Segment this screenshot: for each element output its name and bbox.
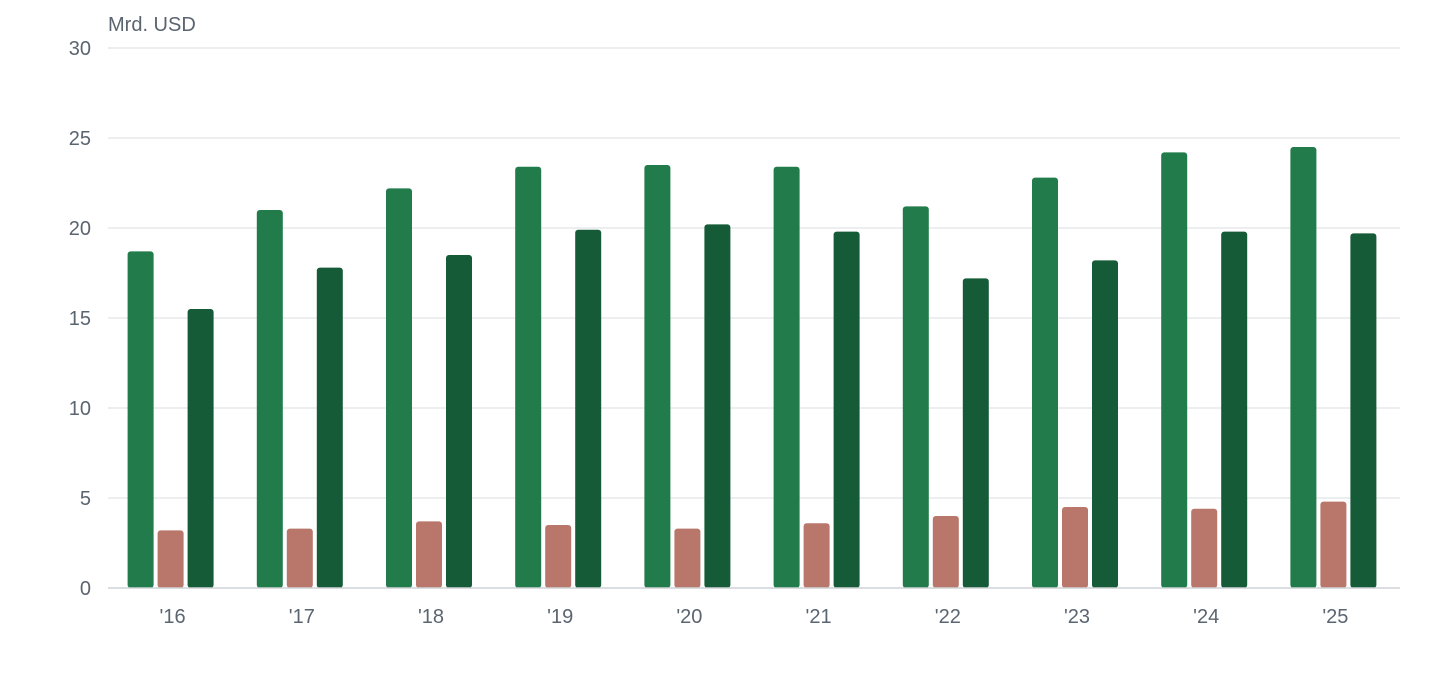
x-tick-label: '19 — [547, 606, 573, 628]
x-tick-label: '18 — [418, 606, 444, 628]
bar — [803, 523, 830, 588]
bar — [446, 255, 472, 588]
bar — [1161, 152, 1188, 588]
bar — [187, 309, 214, 588]
bar — [1221, 231, 1248, 588]
bar — [773, 166, 800, 589]
x-tick-label: '22 — [935, 606, 961, 628]
y-tick-label: 20 — [69, 218, 91, 240]
x-tick-label: '16 — [160, 606, 186, 628]
y-tick-label: 15 — [69, 308, 91, 330]
bar — [286, 528, 313, 588]
bar — [833, 231, 860, 588]
x-tick-label: '17 — [289, 606, 315, 628]
grid-lines — [108, 47, 1400, 499]
x-tick-label: '25 — [1322, 606, 1348, 628]
bar — [545, 525, 572, 588]
bar — [902, 206, 929, 588]
x-axis-tick-labels: '16 '17 '18 '19 '20 '21 '22 '23 '24 '25 — [160, 606, 1349, 628]
y-axis-tick-labels: 0 5 10 15 20 25 30 — [69, 38, 91, 600]
bar — [1092, 260, 1118, 588]
y-axis-unit-label: Mrd. USD — [108, 14, 196, 36]
bar — [1191, 508, 1218, 588]
bar — [1032, 177, 1058, 588]
bar — [1350, 233, 1377, 588]
x-tick-label: '24 — [1193, 606, 1219, 628]
y-tick-label: 30 — [69, 38, 91, 60]
bars — [127, 147, 1377, 589]
bar — [962, 278, 989, 588]
bar — [674, 528, 701, 588]
bar — [515, 166, 542, 589]
y-tick-label: 5 — [80, 488, 91, 510]
x-tick-label: '20 — [676, 606, 702, 628]
bar — [127, 251, 154, 588]
y-tick-label: 25 — [69, 128, 91, 150]
bar — [256, 210, 283, 588]
x-tick-label: '23 — [1064, 606, 1090, 628]
bar — [386, 188, 412, 588]
y-tick-label: 0 — [80, 578, 91, 600]
bar — [1062, 507, 1088, 588]
bar — [932, 516, 959, 588]
x-tick-label: '21 — [806, 606, 832, 628]
bar — [316, 267, 343, 588]
bar — [575, 229, 602, 589]
bar — [157, 530, 184, 588]
bar — [1320, 501, 1347, 588]
y-tick-label: 10 — [69, 398, 91, 420]
bar — [644, 165, 671, 588]
bar — [416, 521, 442, 588]
bar — [704, 224, 731, 588]
bar — [1290, 147, 1317, 588]
